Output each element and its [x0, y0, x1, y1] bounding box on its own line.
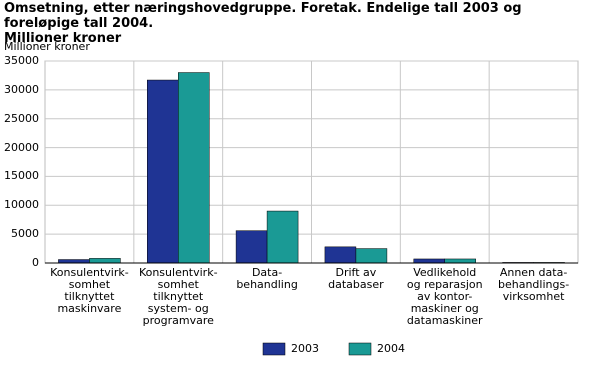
x-tick-label: Data- behandling — [236, 266, 298, 291]
y-tick-label: 0 — [32, 256, 39, 269]
legend-label: 2003 — [291, 342, 319, 355]
y-tick-label: 35000 — [4, 54, 39, 67]
bar — [266, 210, 299, 264]
legend-swatch — [262, 342, 286, 356]
legend-swatch — [348, 342, 372, 356]
y-tick-label: 30000 — [4, 82, 39, 96]
x-tick-label: Vedlikehold og reparasjon av kontor- mas… — [406, 266, 483, 327]
legend-label: 2004 — [377, 342, 405, 355]
bar — [444, 258, 476, 264]
y-tick-label: 15000 — [4, 169, 39, 183]
x-tick-label: Drift av databaser — [328, 266, 384, 291]
y-tick-label: 20000 — [4, 140, 39, 154]
bar — [324, 246, 357, 264]
y-tick-label: 25000 — [4, 111, 39, 125]
bar — [355, 248, 388, 264]
bar — [178, 72, 210, 264]
bar — [58, 259, 90, 264]
x-tick-label: Konsulentvirk- somhet tilknyttet system-… — [138, 266, 218, 327]
y-tick-label: 5000 — [11, 227, 39, 241]
y-axis-label: Millioner kroner — [4, 40, 90, 53]
chart-title: Omsetning, etter næringshovedgruppe. For… — [4, 1, 522, 46]
bar — [235, 230, 268, 264]
bar — [147, 79, 179, 264]
x-tick-label: Annen data- behandlings- virksomhet — [497, 266, 570, 303]
x-tick-label: Konsulentvirk- somhet tilknyttet maskinv… — [50, 266, 129, 315]
y-tick-label: 10000 — [4, 198, 39, 212]
bar — [413, 258, 445, 264]
bar — [89, 258, 121, 264]
